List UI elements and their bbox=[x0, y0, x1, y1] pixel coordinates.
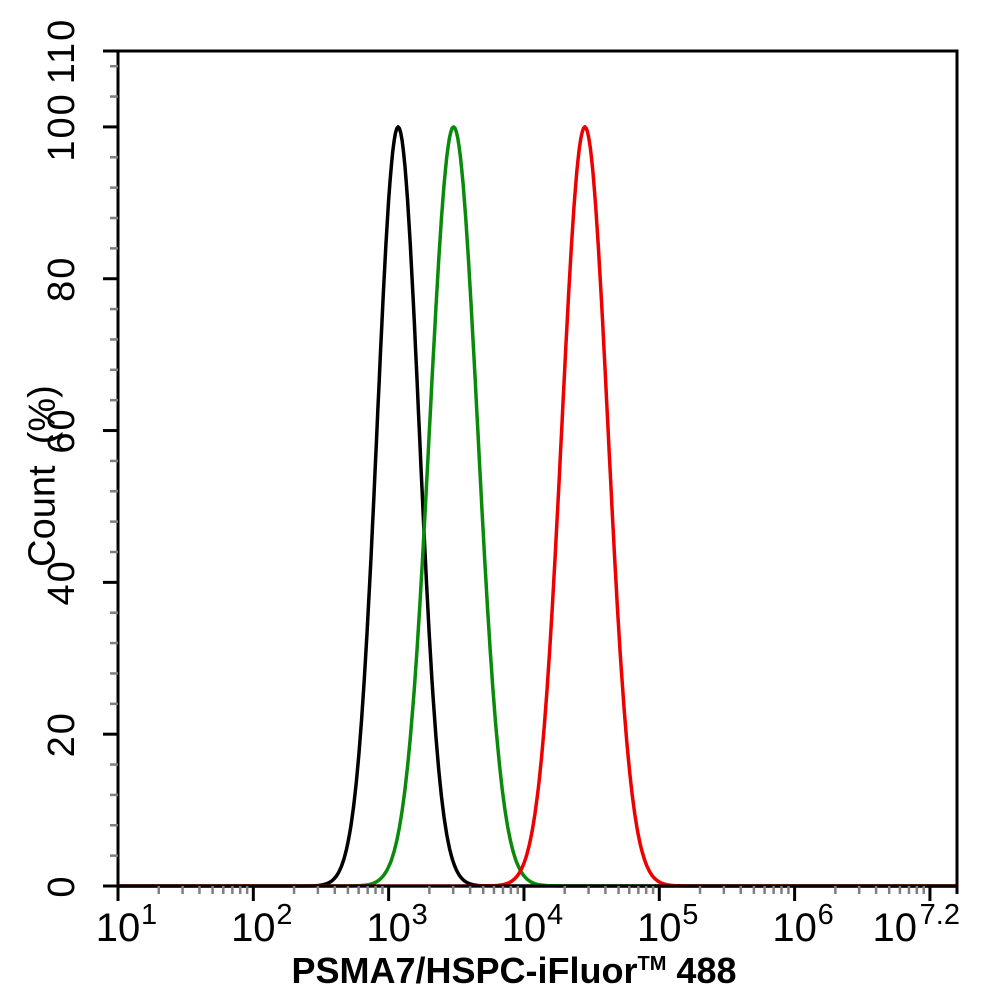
x-tick-label-base: 10 bbox=[231, 906, 276, 950]
red-curve bbox=[117, 125, 958, 888]
x-tick-label-exponent: 1 bbox=[141, 899, 157, 931]
y-tick-label: 60 bbox=[41, 407, 83, 453]
y-tick-label: 80 bbox=[41, 256, 83, 302]
trademark-superscript-icon: TM bbox=[637, 953, 667, 975]
y-tick-label: 0 bbox=[41, 874, 83, 897]
x-tick-label-base: 10 bbox=[772, 906, 817, 950]
plot-border bbox=[116, 49, 959, 888]
x-tick-label-base: 10 bbox=[873, 906, 918, 950]
x-tick-label-exponent: 7.2 bbox=[920, 899, 960, 931]
x-tick-label-exponent: 6 bbox=[818, 899, 834, 931]
y-tick-label: 20 bbox=[41, 711, 83, 757]
x-tick-label-base: 10 bbox=[96, 906, 141, 950]
x-tick-label-exponent: 2 bbox=[276, 899, 292, 931]
y-tick-label: 40 bbox=[41, 559, 83, 605]
x-tick-label-base: 10 bbox=[366, 906, 411, 950]
y-axis-title: Count (%) bbox=[21, 385, 64, 567]
x-axis-title: PSMA7/HSPC-iFluorTM 488 bbox=[292, 950, 737, 992]
x-axis-title-suffix: 488 bbox=[666, 950, 737, 991]
x-axis-title-text: PSMA7/HSPC-iFluor bbox=[291, 950, 638, 991]
x-tick-label-exponent: 4 bbox=[547, 899, 563, 931]
black-curve bbox=[117, 125, 958, 888]
x-tick-label-base: 10 bbox=[637, 906, 682, 950]
x-tick-label-exponent: 3 bbox=[412, 899, 428, 931]
x-tick-label-exponent: 5 bbox=[682, 899, 698, 931]
y-tick-label: 110 bbox=[41, 18, 83, 85]
green-curve bbox=[117, 125, 958, 888]
y-tick-label: 100 bbox=[41, 92, 83, 161]
x-tick-label-base: 10 bbox=[502, 906, 547, 950]
